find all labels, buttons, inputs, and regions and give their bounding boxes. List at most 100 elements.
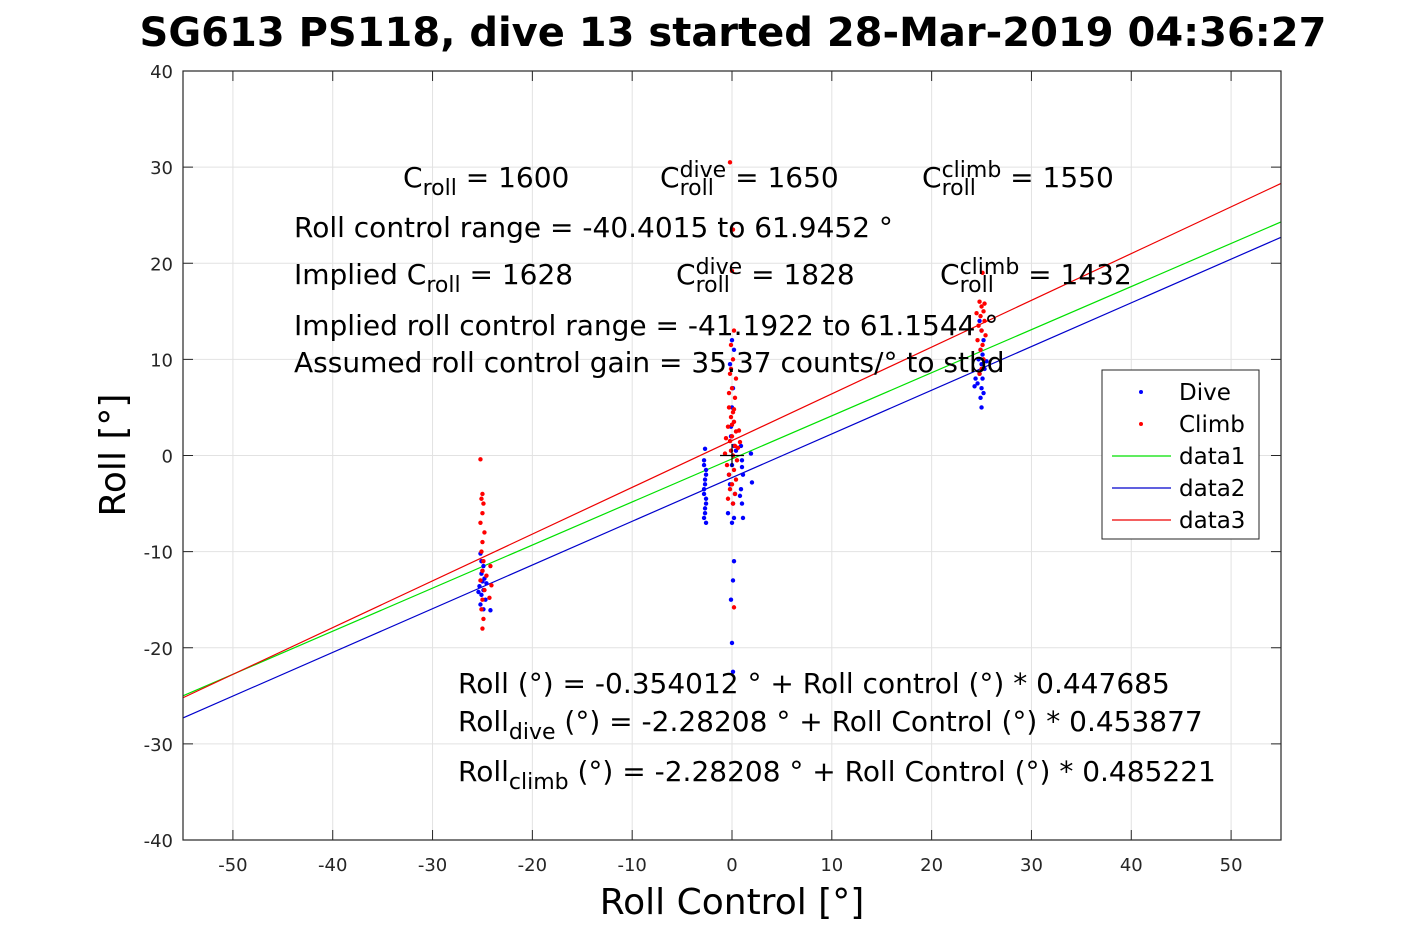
annotation-part: = 1432 bbox=[1019, 258, 1132, 291]
climb-point bbox=[726, 405, 732, 410]
dive-point bbox=[730, 669, 736, 674]
climb-point bbox=[981, 357, 986, 362]
climb-point bbox=[480, 491, 485, 497]
dive-point bbox=[973, 376, 978, 381]
climb-point bbox=[729, 482, 735, 487]
annotation-part: (°) = -2.28208 ° + Roll Control (°) * 0.… bbox=[556, 705, 1203, 738]
annotation-part: C bbox=[940, 258, 960, 291]
legend-label-data2: data2 bbox=[1179, 476, 1245, 502]
climb-point bbox=[489, 583, 494, 588]
climb-point bbox=[729, 386, 735, 391]
climb-point bbox=[977, 299, 982, 304]
climb-point bbox=[725, 496, 731, 501]
annotation-part: climb bbox=[942, 158, 1002, 183]
dive-point bbox=[703, 467, 709, 473]
y-tick-label: 30 bbox=[150, 158, 173, 179]
climb-point bbox=[980, 342, 985, 348]
y-tick-label: 10 bbox=[150, 350, 173, 371]
climb-point bbox=[480, 510, 485, 516]
dive-point bbox=[980, 352, 985, 357]
climb-point bbox=[722, 451, 728, 456]
annotation-part: climb bbox=[960, 255, 1020, 280]
dive-point bbox=[729, 640, 735, 646]
climb-point bbox=[480, 539, 485, 545]
dive-point bbox=[725, 510, 731, 516]
annotation-part: C bbox=[676, 258, 696, 291]
x-axis-label: Roll Control [°] bbox=[600, 882, 865, 923]
annotation-roll-range: Roll control range = -40.4015 to 61.9452… bbox=[294, 211, 893, 244]
climb-point bbox=[729, 422, 735, 427]
annotation-part: (°) = -2.28208 ° + Roll Control (°) * 0.… bbox=[569, 755, 1216, 788]
dive-point bbox=[701, 515, 707, 521]
climb-point bbox=[730, 227, 736, 232]
annotation-fit-all: Roll (°) = -0.354012 ° + Roll control (°… bbox=[458, 667, 1170, 700]
annotation-part: roll bbox=[426, 273, 460, 298]
climb-point bbox=[736, 428, 742, 433]
dive-point bbox=[740, 515, 746, 521]
dive-point bbox=[702, 482, 708, 487]
climb-point bbox=[726, 472, 732, 477]
annotation-part: roll bbox=[680, 176, 714, 201]
climb-point bbox=[730, 357, 736, 362]
annotation-part: dive bbox=[696, 255, 743, 280]
annotation-part: C bbox=[660, 161, 680, 194]
dive-point bbox=[740, 472, 746, 477]
x-tick-label: -20 bbox=[518, 855, 547, 876]
climb-point bbox=[480, 597, 485, 602]
climb-point bbox=[478, 457, 483, 462]
dive-point bbox=[739, 464, 745, 470]
climb-point bbox=[479, 549, 484, 554]
climb-point bbox=[734, 458, 740, 463]
chart-title: SG613 PS118, dive 13 started 28-Mar-2019… bbox=[140, 10, 1327, 56]
annotation-c-roll: Croll = 1600 bbox=[403, 161, 569, 201]
annotation-c-roll-climb: Cclimb roll = 1550 bbox=[922, 158, 1114, 201]
legend-label-data1: data1 bbox=[1179, 444, 1245, 470]
dive-point bbox=[727, 361, 733, 367]
annotation-part: climb bbox=[509, 770, 569, 795]
climb-point bbox=[728, 414, 734, 420]
climb-point bbox=[983, 333, 988, 338]
climb-point bbox=[732, 395, 738, 401]
legend-label-data3: data3 bbox=[1179, 508, 1245, 534]
dive-point bbox=[977, 318, 982, 324]
dive-point bbox=[731, 515, 737, 521]
x-tick-label: -30 bbox=[418, 855, 447, 876]
dive-point bbox=[730, 578, 736, 583]
climb-point bbox=[488, 563, 493, 569]
dive-point bbox=[748, 451, 754, 456]
climb-point bbox=[728, 342, 734, 348]
annotation-part: dive bbox=[680, 158, 727, 183]
dive-point bbox=[701, 486, 707, 492]
climb-point bbox=[731, 605, 737, 610]
annotation-fit-dive: Rolldive (°) = -2.28208 ° + Roll Control… bbox=[458, 705, 1203, 745]
climb-point bbox=[478, 578, 483, 583]
legend-marker-dive bbox=[1139, 390, 1143, 394]
dive-point bbox=[701, 462, 707, 468]
climb-point bbox=[732, 491, 738, 497]
annotation-implied-range: Implied roll control range = -41.1922 to… bbox=[294, 309, 998, 342]
dive-point bbox=[702, 510, 708, 516]
y-tick-label: -30 bbox=[144, 735, 173, 756]
y-tick-label: -40 bbox=[144, 831, 173, 852]
y-tick-label: 40 bbox=[150, 62, 173, 83]
legend-label-dive: Dive bbox=[1179, 380, 1231, 406]
annotation-part: Roll bbox=[458, 755, 509, 788]
dive-point bbox=[484, 581, 489, 586]
annotation-part: roll bbox=[960, 273, 994, 298]
dive-point bbox=[703, 520, 709, 525]
climb-point bbox=[730, 501, 736, 506]
dive-point bbox=[702, 477, 708, 482]
series-line-data2 bbox=[182, 236, 1282, 719]
climb-point bbox=[979, 366, 984, 372]
dive-point bbox=[703, 496, 709, 501]
climb-point bbox=[980, 270, 985, 276]
dive-point bbox=[481, 563, 486, 569]
climb-point bbox=[978, 313, 983, 319]
annotation-c-roll-dive: Cdive roll = 1650 bbox=[660, 158, 839, 201]
dive-point bbox=[739, 501, 745, 506]
x-tick-label: -10 bbox=[617, 855, 646, 876]
climb-point bbox=[981, 309, 986, 314]
climb-point bbox=[727, 371, 733, 376]
climb-point bbox=[731, 467, 737, 473]
